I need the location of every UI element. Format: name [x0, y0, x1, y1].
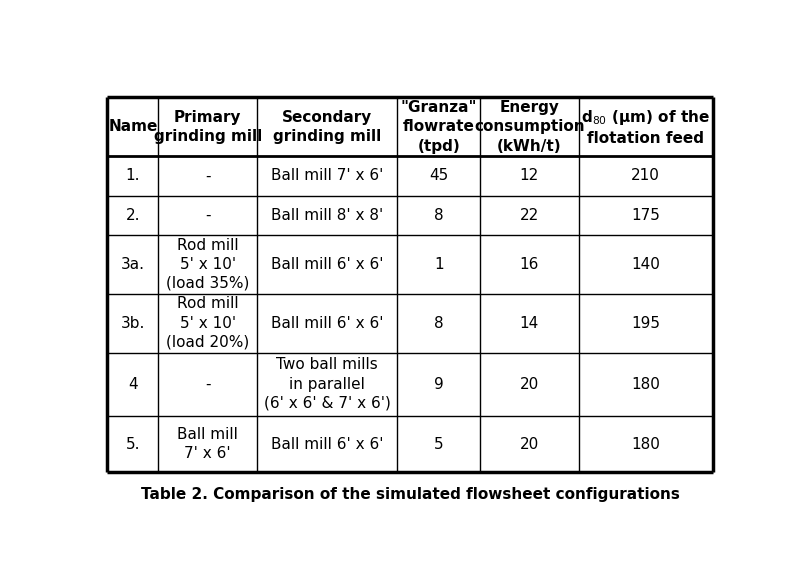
Text: 175: 175 — [631, 207, 660, 223]
Text: 1: 1 — [434, 257, 443, 272]
Text: 9: 9 — [434, 376, 443, 392]
Text: 8: 8 — [434, 316, 443, 331]
Text: Ball mill 7' x 6': Ball mill 7' x 6' — [271, 168, 383, 183]
Text: 210: 210 — [631, 168, 660, 183]
Text: "Granza"
flowrate
(tpd): "Granza" flowrate (tpd) — [401, 100, 477, 154]
Text: Ball mill 6' x 6': Ball mill 6' x 6' — [271, 437, 383, 452]
Text: 14: 14 — [520, 316, 539, 331]
Text: 5: 5 — [434, 437, 443, 452]
Text: Secondary
grinding mill: Secondary grinding mill — [273, 110, 382, 144]
Text: Ball mill
7' x 6': Ball mill 7' x 6' — [178, 427, 238, 461]
Text: 195: 195 — [631, 316, 660, 331]
Text: Two ball mills
in parallel
(6' x 6' & 7' x 6'): Two ball mills in parallel (6' x 6' & 7'… — [264, 358, 390, 411]
Text: 4: 4 — [128, 376, 138, 392]
Text: 180: 180 — [631, 437, 660, 452]
Text: 8: 8 — [434, 207, 443, 223]
Text: 1.: 1. — [126, 168, 140, 183]
Text: Rod mill
5' x 10'
(load 35%): Rod mill 5' x 10' (load 35%) — [166, 238, 250, 291]
Text: 140: 140 — [631, 257, 660, 272]
Text: 20: 20 — [520, 376, 539, 392]
Text: 180: 180 — [631, 376, 660, 392]
Text: d$_{80}$ (μm) of the
flotation feed: d$_{80}$ (μm) of the flotation feed — [581, 108, 710, 146]
Text: 3b.: 3b. — [121, 316, 145, 331]
Text: Table 2. Comparison of the simulated flowsheet configurations: Table 2. Comparison of the simulated flo… — [141, 487, 679, 502]
Text: 22: 22 — [520, 207, 539, 223]
Text: 5.: 5. — [126, 437, 140, 452]
Text: 12: 12 — [520, 168, 539, 183]
Text: 20: 20 — [520, 437, 539, 452]
Text: 3a.: 3a. — [121, 257, 145, 272]
Text: Name: Name — [108, 119, 158, 135]
Text: -: - — [205, 207, 210, 223]
Text: 2.: 2. — [126, 207, 140, 223]
Text: 16: 16 — [520, 257, 539, 272]
Text: -: - — [205, 168, 210, 183]
Text: Rod mill
5' x 10'
(load 20%): Rod mill 5' x 10' (load 20%) — [166, 296, 250, 350]
Text: Ball mill 8' x 8': Ball mill 8' x 8' — [271, 207, 383, 223]
Text: Primary
grinding mill: Primary grinding mill — [154, 110, 262, 144]
Text: -: - — [205, 376, 210, 392]
Text: Ball mill 6' x 6': Ball mill 6' x 6' — [271, 257, 383, 272]
Text: Ball mill 6' x 6': Ball mill 6' x 6' — [271, 316, 383, 331]
Text: Energy
consumption
(kWh/t): Energy consumption (kWh/t) — [474, 100, 585, 154]
Text: 45: 45 — [429, 168, 448, 183]
